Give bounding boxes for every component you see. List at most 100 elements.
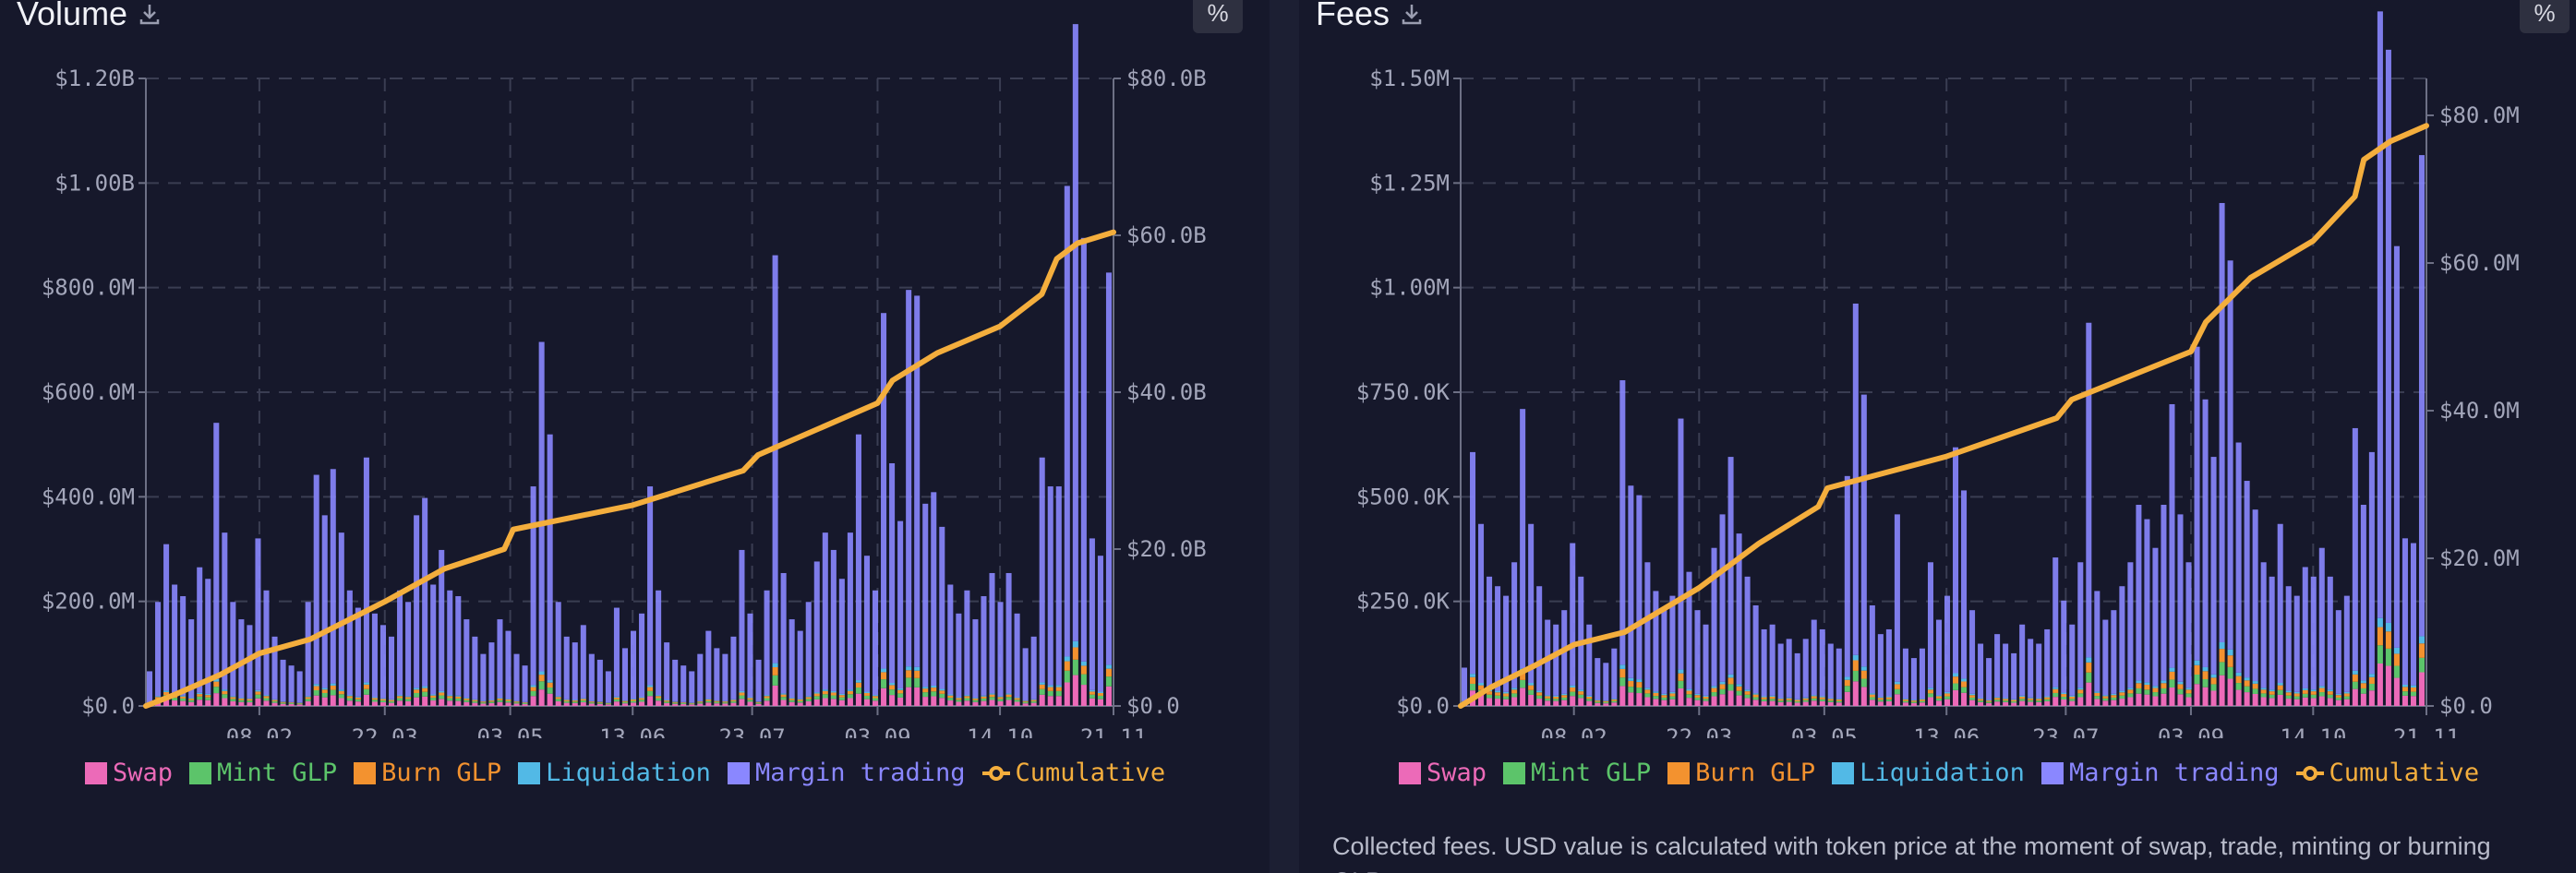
margin-trading-bar [664, 642, 670, 700]
swap-bar [772, 685, 778, 706]
mint-glp-bar [1836, 700, 1842, 703]
burn-glp-bar [906, 670, 912, 678]
mint-glp-bar [2069, 699, 2076, 701]
mint-glp-bar [2227, 666, 2233, 679]
legend-label: Burn GLP [381, 759, 502, 787]
swap-bar [238, 701, 245, 706]
swap-bar [247, 702, 253, 706]
margin-trading-bar [588, 653, 595, 701]
margin-trading-bar [1520, 409, 1526, 669]
legend-item-cumulative[interactable]: Cumulative [981, 759, 1165, 787]
download-icon[interactable] [138, 2, 161, 26]
burn-glp-bar [1553, 696, 1559, 700]
burn-glp-bar [2086, 662, 2092, 673]
margin-trading-bar [788, 619, 795, 699]
swap-bar [813, 699, 820, 706]
mint-glp-bar [1961, 687, 1968, 693]
mint-glp-bar [1005, 697, 1012, 700]
swap-bar [1811, 700, 1817, 706]
margin-trading-bar [2052, 557, 2059, 688]
mint-glp-bar [2418, 657, 2425, 673]
percent-toggle-button[interactable]: % [1193, 0, 1243, 33]
y-left-tick-label: $200.0M [42, 589, 135, 615]
legend-item-burn-glp[interactable]: Burn GLP [354, 759, 501, 787]
margin-trading-bar [780, 572, 787, 694]
download-icon[interactable] [1401, 2, 1423, 26]
legend-item-swap[interactable]: Swap [85, 759, 173, 787]
legend-item-liquidation[interactable]: Liquidation [518, 759, 711, 787]
liquidation-bar [1022, 700, 1029, 701]
burn-glp-bar [747, 698, 753, 700]
swap-bar [922, 697, 929, 706]
legend-item-burn-glp[interactable]: Burn GLP [1667, 759, 1815, 787]
burn-glp-bar [1653, 692, 1659, 697]
margin-trading-bar [1628, 485, 1634, 678]
mint-glp-bar [2028, 700, 2034, 702]
swap-bar [2061, 700, 2067, 706]
margin-trading-bar [1030, 636, 1037, 700]
burn-glp-bar [555, 697, 561, 700]
swap-bar [1089, 698, 1095, 706]
burn-glp-bar [2260, 689, 2267, 694]
margin-trading-bar [838, 579, 845, 694]
liquidation-bar [722, 700, 728, 702]
liquidation-bar [1570, 685, 1576, 688]
burn-glp-bar [1694, 695, 1701, 698]
liquidation-bar [530, 685, 536, 688]
liquidation-bar [1877, 697, 1884, 699]
legend-item-swap[interactable]: Swap [1399, 759, 1487, 787]
percent-toggle-button[interactable]: % [2520, 0, 2570, 33]
mint-glp-bar [2244, 686, 2250, 693]
burn-glp-bar [997, 697, 1004, 700]
legend-item-mint-glp[interactable]: Mint GLP [189, 759, 337, 787]
mint-glp-bar [2385, 648, 2391, 666]
burn-glp-bar [822, 690, 828, 695]
swap-bar [2194, 684, 2200, 706]
margin-trading-bar [2343, 595, 2350, 692]
burn-glp-bar [1736, 686, 1742, 691]
burn-glp-bar [596, 701, 603, 703]
burn-glp-bar [1628, 680, 1634, 688]
margin-trading-bar [1694, 610, 1701, 694]
burn-glp-bar [780, 694, 787, 698]
mint-glp-bar [2360, 688, 2366, 694]
burn-glp-bar [1802, 698, 1809, 700]
liquidation-bar [1561, 693, 1568, 696]
burn-glp-bar [1786, 698, 1792, 700]
mint-glp-bar [1080, 674, 1087, 686]
legend-label: Burn GLP [1695, 759, 1816, 787]
mint-glp-bar [439, 695, 445, 700]
margin-trading-bar [830, 549, 837, 691]
legend-item-margin-trading[interactable]: Margin trading [2040, 759, 2280, 787]
burn-glp-bar [447, 696, 453, 699]
swap-bar [830, 699, 837, 706]
mint-glp-bar [906, 677, 912, 688]
mint-glp-bar [1686, 694, 1692, 699]
margin-trading-bar [355, 607, 361, 697]
legend-item-mint-glp[interactable]: Mint GLP [1503, 759, 1651, 787]
margin-trading-bar [1536, 586, 1543, 691]
swap-bar [2385, 665, 2391, 706]
mint-glp-bar [2343, 696, 2350, 700]
margin-trading-bar [188, 619, 195, 699]
legend-item-cumulative[interactable]: Cumulative [2295, 759, 2479, 787]
mint-glp-bar [255, 694, 261, 699]
mint-glp-bar [1097, 695, 1103, 700]
fees-chart: $0.0 $250.0K $500.0K $750.0K $1.00M $1.25M $1.… [1356, 11, 2520, 738]
legend-item-liquidation[interactable]: Liquidation [1832, 759, 2025, 787]
margin-trading-bar [931, 492, 937, 686]
legend-label: Mint GLP [1531, 759, 1652, 787]
margin-trading-bar [1910, 658, 1917, 700]
burn-glp-bar [1711, 688, 1717, 693]
swap-bar [656, 700, 662, 706]
margin-trading-bar [2119, 586, 2125, 691]
burn-glp-bar [1495, 692, 1501, 696]
swap-bar [222, 698, 228, 706]
mint-glp-bar [897, 693, 904, 698]
y-right-tick-label: $80.0B [1126, 66, 1207, 91]
liquidation-bar [764, 695, 770, 697]
mint-glp-bar [647, 690, 654, 697]
swap-bar [1611, 702, 1618, 706]
margin-trading-bar [739, 549, 745, 691]
legend-item-margin-trading[interactable]: Margin trading [727, 759, 966, 787]
